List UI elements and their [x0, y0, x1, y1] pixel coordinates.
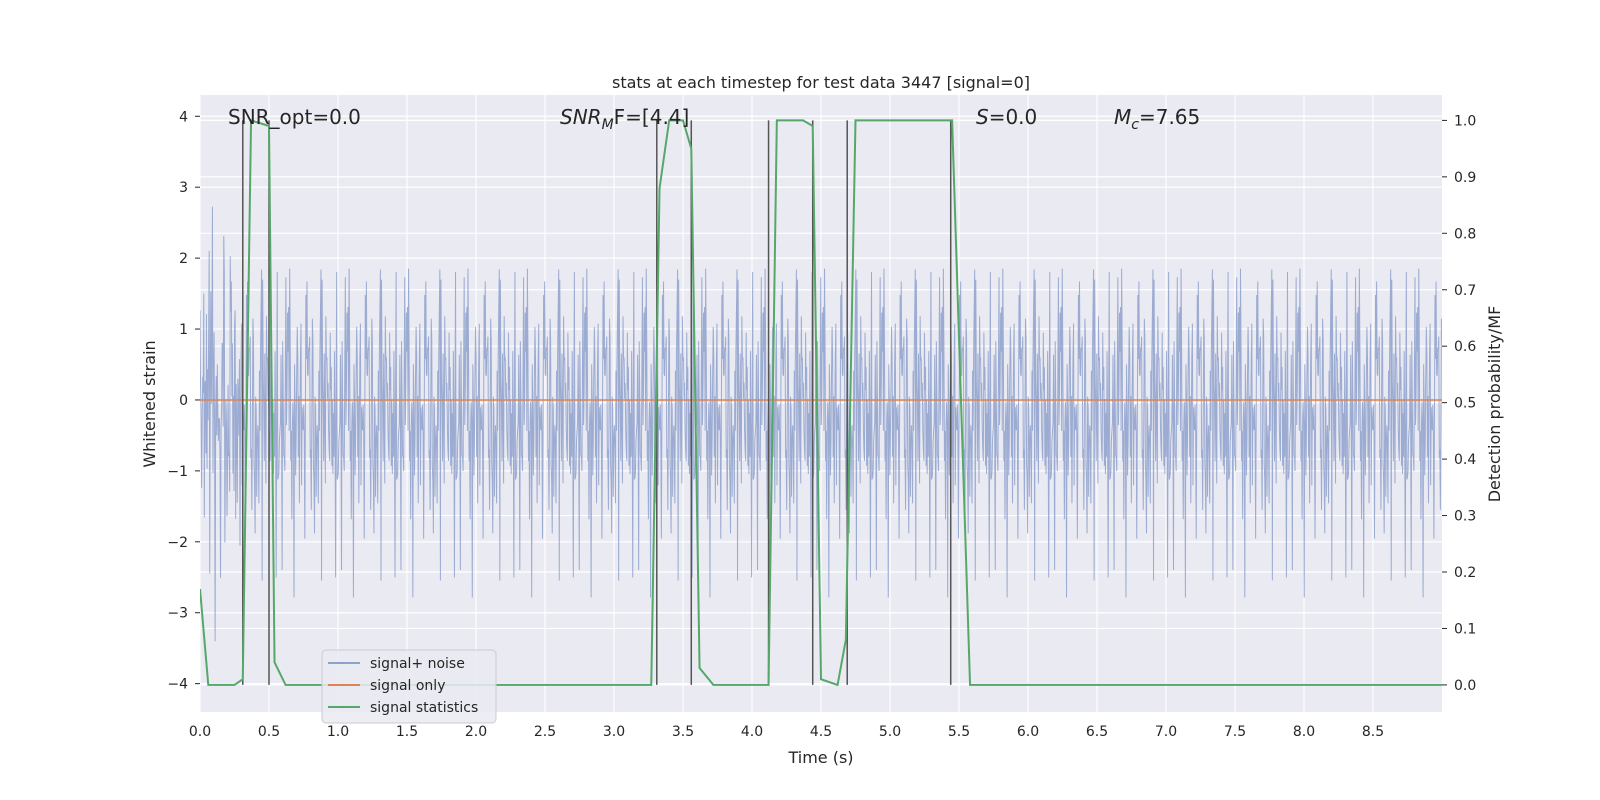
x-tick-label: 4.5 — [810, 724, 832, 740]
legend-label-signal-only: signal only — [370, 678, 445, 694]
x-tick-label: 8.5 — [1362, 724, 1384, 740]
x-tick-label: 6.0 — [1017, 724, 1039, 740]
y-tick-label-right: 0.2 — [1454, 565, 1476, 581]
signal-noise-series — [200, 206, 1442, 642]
x-tick-label: 3.0 — [603, 724, 625, 740]
x-tick-label: 6.5 — [1086, 724, 1108, 740]
y-tick-label: 2 — [179, 251, 188, 267]
y-tick-label: 0 — [179, 393, 188, 409]
x-tick-label: 7.0 — [1155, 724, 1177, 740]
legend: signal+ noise signal only signal statist… — [321, 649, 497, 724]
legend-label-signal-noise: signal+ noise — [370, 656, 465, 672]
annotation-mc: Mc=7.65 — [1114, 105, 1200, 133]
x-tick-label: 1.0 — [327, 724, 349, 740]
y-tick-label-right: 0.1 — [1454, 621, 1476, 637]
x-tick-label: 0.0 — [189, 724, 211, 740]
y-tick-label: −1 — [167, 464, 188, 480]
x-axis-title: Time (s) — [787, 748, 853, 767]
signal-statistics-line — [200, 119, 1442, 687]
y-tick-label-right: 0.6 — [1454, 339, 1476, 355]
legend-box — [321, 649, 497, 724]
x-tick-label: 2.0 — [465, 724, 487, 740]
y-axis-title-right: Detection probability/MF — [1485, 306, 1504, 503]
x-tick-label: 0.5 — [258, 724, 280, 740]
annotation-s: S=0.0 — [976, 105, 1037, 129]
y-axis-title: Whitened strain — [140, 340, 159, 467]
annotation-snr-mf: SNRMF=[4.4] — [560, 105, 689, 133]
y-tick-label-right: 0.9 — [1454, 170, 1476, 186]
y-tick-label-right: 0.4 — [1454, 452, 1476, 468]
x-tick-label: 2.5 — [534, 724, 556, 740]
y-tick-label-right: 1.0 — [1454, 113, 1476, 129]
signal-statistics-series — [200, 119, 1442, 687]
annotation-snr-opt: SNR_opt=0.0 — [228, 105, 361, 129]
y-tick-label: 3 — [179, 180, 188, 196]
x-tick-label: 5.0 — [879, 724, 901, 740]
y-tick-label-right: 0.3 — [1454, 509, 1476, 525]
x-tick-label: 5.5 — [948, 724, 970, 740]
y-tick-label-right: 0.8 — [1454, 226, 1476, 242]
x-tick-label: 3.5 — [672, 724, 694, 740]
y-tick-label: 4 — [179, 109, 188, 125]
y-tick-label: −2 — [167, 535, 188, 551]
x-ticks: 0.0 0.5 1.0 1.5 2.0 2.5 3.0 3.5 4.0 4.5 5.0 5.5 6.0 6… — [189, 724, 1384, 740]
y-tick-label: 1 — [179, 322, 188, 338]
y-ticks: 4 3 2 1 0 −1 −2 −3 −4 — [167, 109, 200, 693]
x-tick-label: 4.0 — [741, 724, 763, 740]
y-tick-label-right: 0.0 — [1454, 678, 1476, 694]
y-ticks-right: 1.0 0.9 0.8 0.7 0.6 0.5 0.4 0.3 0.2 0.1 0.0 — [1442, 113, 1476, 694]
y-tick-label-right: 0.5 — [1454, 396, 1476, 412]
signal-noise-line — [200, 206, 1442, 642]
x-tick-label: 1.5 — [396, 724, 418, 740]
x-tick-label: 8.0 — [1293, 724, 1315, 740]
y-tick-label: −4 — [167, 677, 188, 693]
y-tick-label: −3 — [167, 606, 188, 622]
x-tick-label: 7.5 — [1224, 724, 1246, 740]
vertical-lines — [242, 120, 952, 685]
chart-title: stats at each timestep for test data 344… — [612, 73, 1030, 92]
y-tick-label-right: 0.7 — [1454, 283, 1476, 299]
legend-label-signal-statistics: signal statistics — [370, 700, 478, 716]
